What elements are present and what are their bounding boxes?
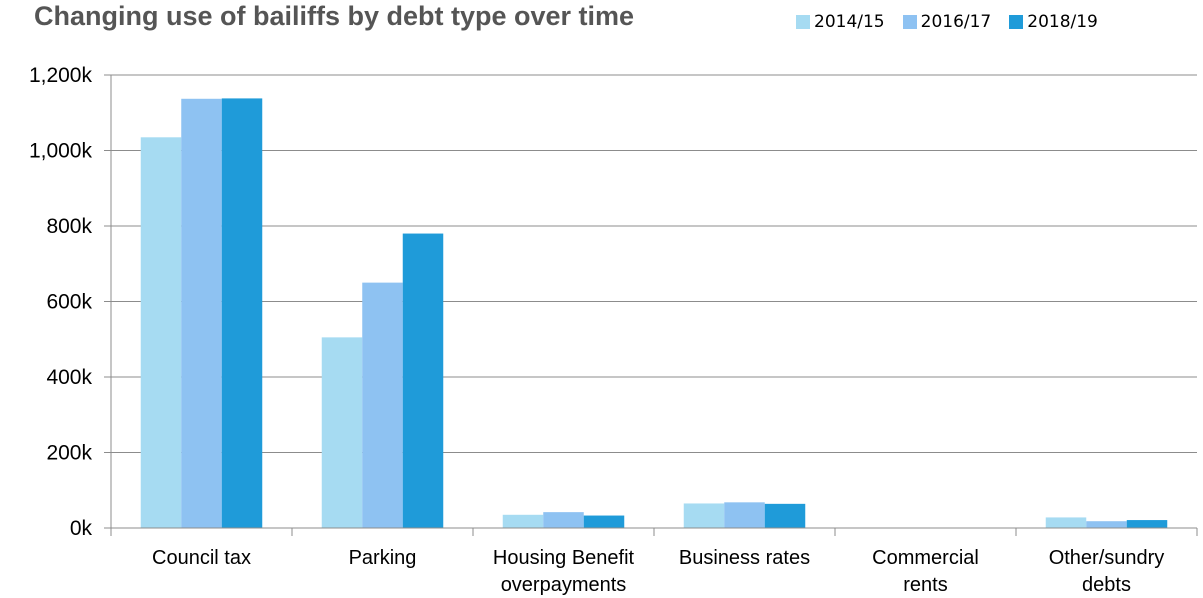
bar-2016-17-2 — [543, 512, 584, 528]
y-tick-label: 1,200k — [29, 64, 93, 87]
x-category-label: Parking — [349, 547, 417, 569]
x-category-label: rents — [903, 574, 947, 596]
bar-2018-19-0 — [221, 98, 263, 528]
chart-title: Changing use of bailiffs by debt type ov… — [34, 1, 635, 31]
legend-label-2018-19: 2018/19 — [1027, 12, 1098, 32]
x-category-label: Business rates — [679, 547, 810, 569]
bar-2016-17-3 — [724, 502, 765, 528]
legend-swatch-2018-19 — [1009, 15, 1024, 29]
bar-2014-15-5 — [1045, 517, 1087, 528]
y-tick-label: 1,000k — [29, 140, 93, 163]
bar-2018-19-5 — [1126, 520, 1168, 528]
x-category-label: Commercial — [872, 547, 979, 569]
legend-swatch-2016-17 — [902, 15, 917, 29]
legend-item-2018-19: 2018/19 — [1009, 12, 1098, 32]
x-category-label: Housing Benefit — [493, 547, 635, 569]
y-tick-label: 400k — [46, 366, 92, 389]
legend-item-2016-17: 2016/17 — [902, 12, 992, 32]
x-category-label: debts — [1082, 574, 1131, 596]
x-category-label: overpayments — [501, 574, 627, 596]
bar-2014-15-2 — [502, 514, 544, 528]
bar-2016-17-5 — [1086, 521, 1127, 528]
bar-2016-17-1 — [362, 282, 403, 528]
y-tick-label: 800k — [46, 215, 92, 238]
bar-2018-19-3 — [764, 503, 806, 528]
y-tick-label: 600k — [46, 291, 92, 314]
legend-item-2014-15: 2014/15 — [796, 12, 885, 32]
legend-label-2016-17: 2016/17 — [920, 12, 992, 32]
legend-label-2014-15: 2014/15 — [814, 12, 885, 32]
y-tick-label: 0k — [70, 517, 93, 540]
bar-2014-15-1 — [321, 337, 363, 528]
bar-2018-19-2 — [583, 515, 625, 528]
bar-2016-17-0 — [181, 98, 222, 528]
legend-swatch-2014-15 — [796, 15, 810, 29]
bar-2018-19-1 — [402, 233, 444, 529]
bar-2014-15-0 — [140, 137, 182, 528]
x-category-label: Other/sundry — [1049, 547, 1165, 569]
legend: 2014/15 2016/17 2018/19 — [796, 10, 1098, 34]
y-tick-label: 200k — [46, 442, 92, 465]
x-category-label: Council tax — [152, 547, 251, 569]
bar-2014-15-3 — [683, 503, 725, 528]
